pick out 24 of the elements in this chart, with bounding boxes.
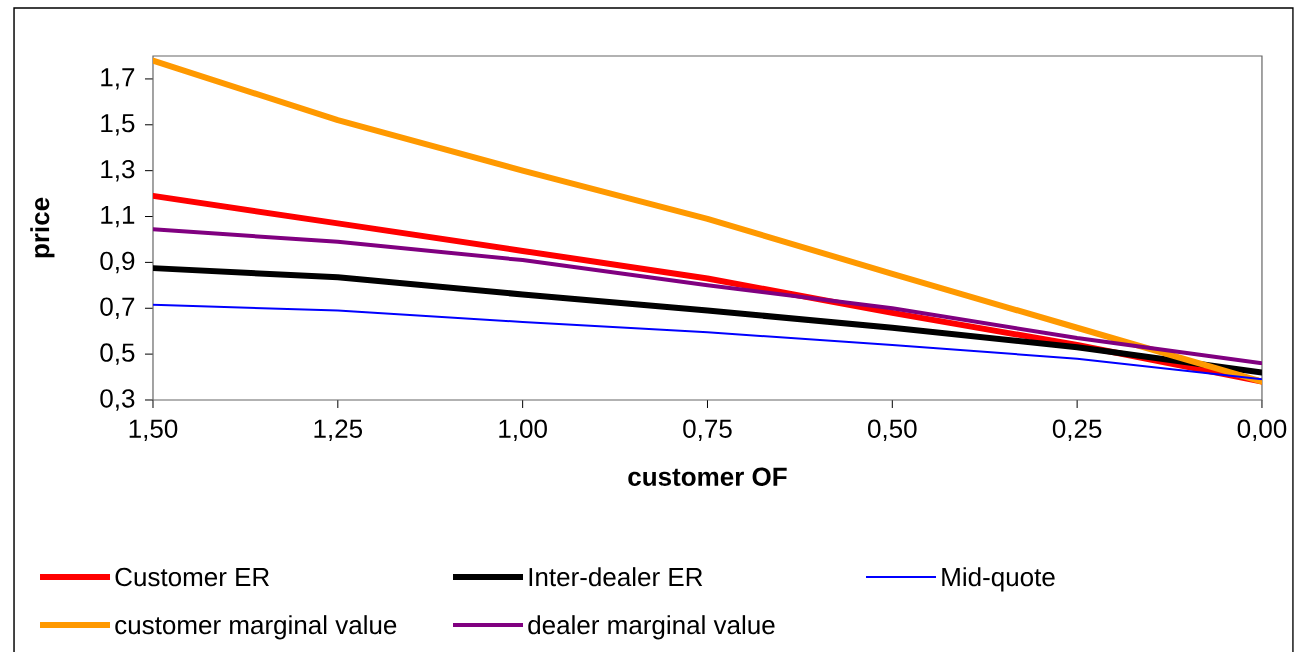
- y-tick-label: 0,9: [100, 251, 135, 274]
- legend-label: Customer ER: [115, 567, 269, 587]
- x-tick-label: 0,75: [683, 419, 732, 441]
- legend-label: Mid-quote: [942, 567, 1055, 592]
- legend-label: Inter-dealer ER: [529, 567, 703, 587]
- line-series: [152, 227, 1262, 366]
- y-tick-label: 1,5: [101, 114, 135, 136]
- y-axis-title: price: [30, 197, 55, 258]
- x-tick-label: 1,00: [499, 419, 547, 441]
- y-tick-label: 0,3: [100, 389, 135, 411]
- legend-label: customer marginal value: [115, 615, 397, 640]
- x-tick-label: 0,00: [1237, 419, 1287, 441]
- y-tick-label: 1,3: [101, 159, 135, 182]
- x-tick-label: 0,25: [1052, 419, 1102, 441]
- line-series: [152, 303, 1262, 381]
- y-tick-label: 0,5: [100, 343, 135, 365]
- x-tick-label: 1,25: [314, 419, 363, 441]
- x-axis-title: customer OF: [628, 467, 787, 486]
- x-tick-label: 1,50: [129, 419, 178, 441]
- y-tick-label: 1,7: [101, 68, 135, 90]
- legend-label: dealer marginal value: [528, 615, 775, 640]
- y-tick-label: 1,1: [101, 205, 135, 228]
- x-tick-label: 0,50: [868, 419, 917, 441]
- y-tick-label: 0,7: [100, 297, 135, 319]
